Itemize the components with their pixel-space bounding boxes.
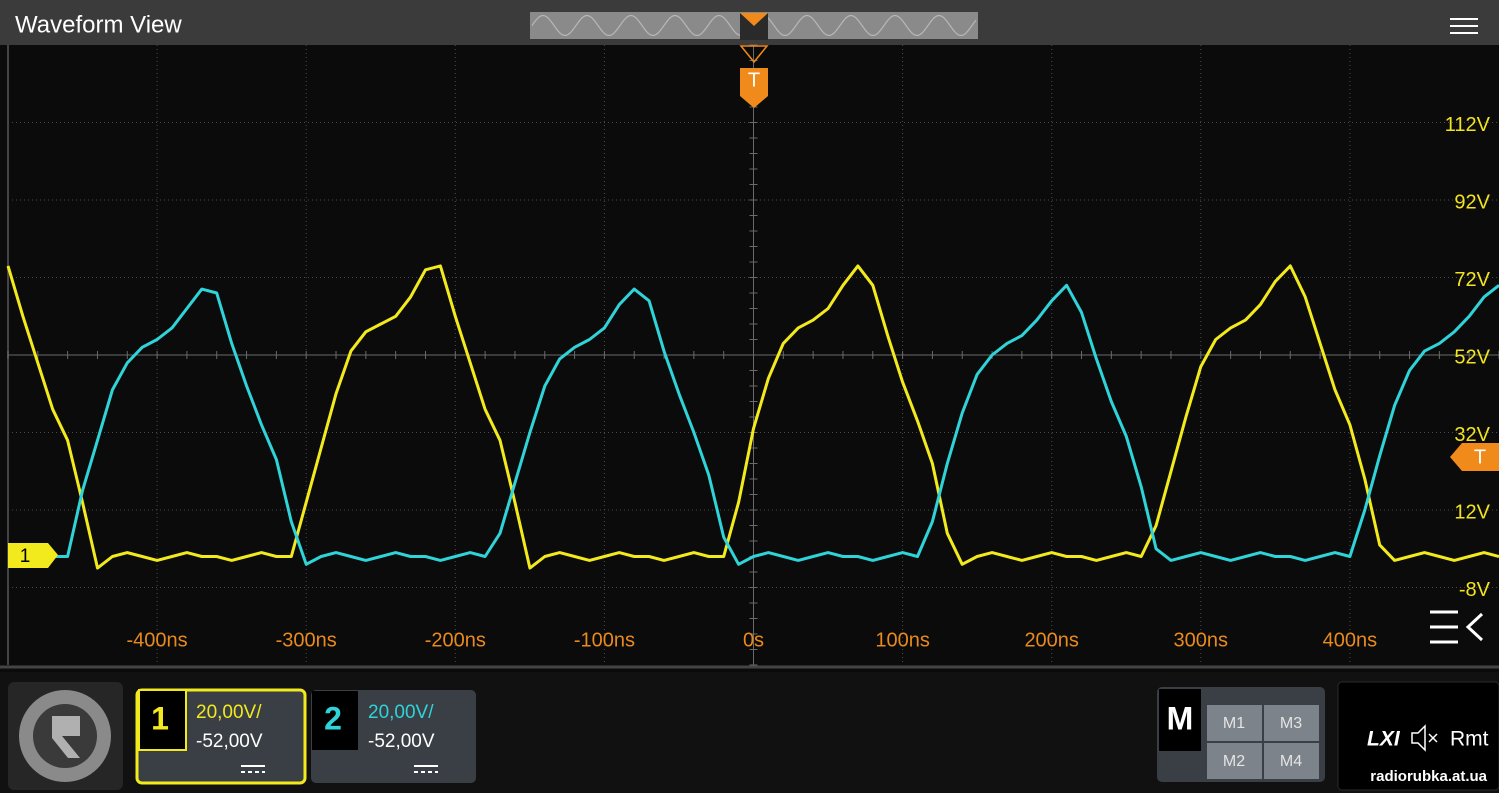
logo-mark	[52, 716, 80, 758]
window-title: Waveform View	[15, 11, 182, 38]
math-button-label: M4	[1280, 753, 1302, 770]
channel-2-number: 2	[324, 700, 342, 736]
channel-1-badge	[138, 689, 187, 751]
watermark: radiorubka.at.ua	[1370, 768, 1487, 785]
y-tick-label: 52V	[1454, 346, 1490, 368]
math-button[interactable]	[1207, 705, 1262, 741]
y-tick-label: -8V	[1459, 579, 1491, 601]
overview-trigger	[740, 13, 768, 26]
waveform-trace	[6, 264, 1499, 570]
math-badge[interactable]	[1159, 689, 1201, 751]
traces	[6, 264, 1499, 570]
axis-labels: -400ns -300ns -200ns -100ns 0s 100ns 200ns 300n…	[127, 114, 1491, 652]
channel-1-number: 1	[151, 700, 169, 736]
remote-status: Rmt	[1450, 728, 1489, 751]
lxi-status: LXI	[1367, 728, 1401, 751]
math-button-label: M1	[1223, 715, 1245, 732]
channel-2-offset: -52,00V	[368, 731, 435, 752]
y-tick-label: 12V	[1454, 501, 1490, 523]
math-label: M	[1167, 700, 1194, 736]
channel-2-scale: 20,00V/	[368, 702, 434, 723]
math-button-label: M3	[1280, 715, 1302, 732]
channel-1-offset: -52,00V	[196, 731, 263, 752]
x-tick-label: -200ns	[425, 629, 486, 651]
channel-1-marker[interactable]	[8, 543, 58, 568]
x-tick-label: 300ns	[1174, 629, 1229, 651]
x-tick-label: 0s	[743, 629, 764, 651]
math-button-label: M2	[1223, 753, 1245, 770]
overview-window	[740, 13, 768, 40]
x-tick-label: 100ns	[875, 629, 930, 651]
math-button[interactable]	[1264, 743, 1319, 779]
trigger-position-marker[interactable]	[740, 68, 768, 108]
plot-area	[0, 45, 1499, 672]
math-button[interactable]	[1207, 743, 1262, 779]
y-tick-label: 32V	[1454, 424, 1490, 446]
side-menu-button[interactable]	[1430, 610, 1484, 644]
trigger-position-label: T	[748, 69, 760, 91]
x-tick-label: -300ns	[276, 629, 337, 651]
channel-1-coupling	[241, 765, 265, 773]
waveform-trace	[8, 283, 1499, 566]
menu-button[interactable]	[1450, 18, 1478, 34]
trigger-level-marker[interactable]	[1450, 443, 1499, 471]
mute-icon	[1411, 724, 1438, 752]
trigger-level-label: T	[1474, 446, 1486, 468]
channel-1-scale: 20,00V/	[196, 702, 262, 723]
y-tick-label: 72V	[1454, 269, 1490, 291]
channel-2-badge	[312, 691, 358, 750]
status-panel	[1337, 681, 1499, 791]
channel-1-marker-label: 1	[20, 546, 31, 567]
math-button[interactable]	[1264, 705, 1319, 741]
x-tick-label: -100ns	[574, 629, 635, 651]
y-tick-label: 92V	[1454, 191, 1490, 213]
x-tick-label: 200ns	[1024, 629, 1079, 651]
channel-2-coupling	[414, 765, 438, 773]
y-tick-label: 112V	[1445, 114, 1491, 136]
x-tick-label: -400ns	[127, 629, 188, 651]
trigger-position-outline	[739, 45, 769, 64]
x-tick-label: 400ns	[1323, 629, 1378, 651]
